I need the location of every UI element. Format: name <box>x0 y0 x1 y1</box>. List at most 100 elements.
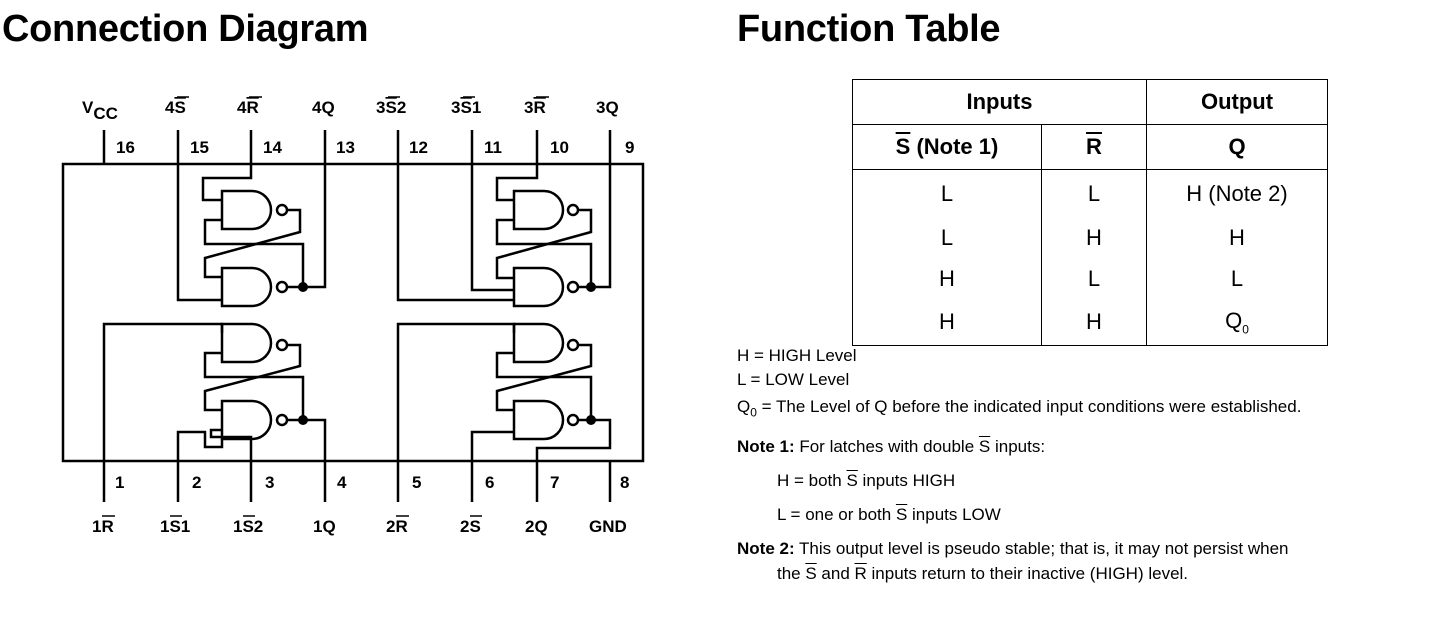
note1-h-a: H = both <box>777 471 847 491</box>
pin-num-1: 1 <box>115 473 124 492</box>
latch2-upper-gate <box>512 322 565 364</box>
pin-num-14: 14 <box>263 138 282 157</box>
connection-diagram-title: Connection Diagram <box>2 8 369 50</box>
table-row: H H Q0 <box>852 299 1328 346</box>
group-header-row: Inputs Output <box>852 79 1328 125</box>
cell-q: H (Note 2) <box>1146 169 1328 218</box>
pin-num-6: 6 <box>485 473 494 492</box>
legend-q0-text: = The Level of Q before the indicated in… <box>756 397 1302 416</box>
legend-q0: Q0 = The Level of Q before the indicated… <box>737 394 1301 425</box>
legend-low: L = LOW Level <box>737 370 850 389</box>
latch-3 <box>396 164 612 308</box>
pin-1-name: 1R <box>92 517 114 536</box>
pin-15-name: 4S <box>165 98 186 117</box>
legend-high: H = HIGH Level <box>737 346 857 365</box>
cell-q: H <box>1146 217 1328 259</box>
latch2-output-node <box>586 415 596 425</box>
latch4-upper-gate <box>220 189 273 231</box>
latch3-lower-bubble <box>566 280 580 294</box>
pin-6-name: 2S <box>460 517 481 536</box>
inputs-header: Inputs <box>852 79 1147 125</box>
note2-b: inputs return to their inactive (HIGH) l… <box>866 564 1189 584</box>
latch4-upper-bubble <box>275 203 289 217</box>
pin-num-7: 7 <box>550 473 559 492</box>
pin-12-name: 3S2 <box>376 98 406 117</box>
note1-h-s: S <box>846 471 858 491</box>
bottom-pin-names: 1R 1S1 1S2 1Q 2R 2S 2Q GND <box>92 517 627 536</box>
pin-11-name: 3S1 <box>451 98 481 117</box>
pin-13-name: 4Q <box>312 98 335 117</box>
latch-1 <box>102 322 327 461</box>
note2-r: R <box>854 564 867 584</box>
note1-text-a: For latches with double <box>794 437 979 457</box>
pin-14-name: 4R <box>237 98 259 117</box>
latch2-upper-bubble <box>566 338 580 352</box>
note-2: Note 2: This output level is pseudo stab… <box>737 536 1301 561</box>
pin-num-10: 10 <box>550 138 569 157</box>
cell-s: L <box>852 169 1042 218</box>
cell-r: L <box>1041 258 1147 300</box>
latch4-lower-gate <box>220 266 273 308</box>
cell-q: Q0 <box>1146 299 1328 346</box>
note2-and: and <box>816 564 855 584</box>
latch1-upper-bubble <box>275 338 289 352</box>
bottom-pin-numbers: 1 2 3 4 5 6 7 8 <box>115 473 629 492</box>
pin-8-name: GND <box>589 517 627 536</box>
pin-num-15: 15 <box>190 138 209 157</box>
note2-text: This output level is pseudo stable; that… <box>794 539 1289 559</box>
table-row: L H H <box>852 217 1328 259</box>
note-2-line-2: the S and R inputs return to their inact… <box>737 561 1301 586</box>
note-1-low: L = one or both S inputs LOW <box>737 502 1301 527</box>
latch3-lower-gate <box>512 266 565 308</box>
cell-s: H <box>852 258 1042 300</box>
latch3-upper-gate <box>512 189 565 231</box>
table-row: H L L <box>852 258 1328 300</box>
pin-num-3: 3 <box>265 473 274 492</box>
output-header: Output <box>1146 79 1328 125</box>
pin-16-name: VCC <box>82 98 118 123</box>
top-pin-numbers: 16 15 14 13 12 11 10 9 <box>116 138 634 157</box>
note2-s: S <box>805 564 817 584</box>
r-header-symbol: R <box>1086 134 1102 159</box>
cell-r: H <box>1041 299 1147 346</box>
latch1-lower-bubble <box>275 413 289 427</box>
latch1-lower-gate <box>220 399 273 441</box>
note1-s: S <box>978 437 991 457</box>
top-pin-names: VCC 4S 4R 4Q 3S2 3S1 3R 3Q <box>82 98 619 123</box>
legend-q0-subscript: 0 <box>750 405 757 420</box>
pin-num-4: 4 <box>337 473 347 492</box>
q0-symbol: Q <box>1225 308 1243 334</box>
latch1-output-node <box>298 415 308 425</box>
note1-l-s: S <box>895 505 908 525</box>
q-column-header: Q <box>1146 124 1328 170</box>
latch4-output-node <box>298 282 308 292</box>
cell-s: L <box>852 217 1042 259</box>
pin-3-name: 1S2 <box>233 517 263 536</box>
note1-h-b: inputs HIGH <box>857 471 956 491</box>
column-header-row: S (Note 1) R Q <box>852 124 1328 170</box>
pin-num-9: 9 <box>625 138 634 157</box>
note1-label: Note 1: <box>737 437 795 457</box>
pin-num-12: 12 <box>409 138 428 157</box>
diagram-wires <box>61 130 645 502</box>
latch2-lower-bubble <box>566 413 580 427</box>
cell-r: L <box>1041 169 1147 218</box>
latch4-lower-bubble <box>275 280 289 294</box>
s-column-header: S (Note 1) <box>852 124 1042 170</box>
pin-num-2: 2 <box>192 473 201 492</box>
pin-num-11: 11 <box>484 138 502 157</box>
pin-4-name: 1Q <box>313 517 336 536</box>
connection-diagram: VCC 4S 4R 4Q 3S2 3S1 3R 3Q 16 15 14 13 1… <box>61 96 645 536</box>
pin-num-5: 5 <box>412 473 421 492</box>
legend-q0-symbol: Q <box>737 397 751 416</box>
s-header-symbol: S <box>895 134 911 159</box>
latch1-upper-gate <box>220 322 273 364</box>
note2-a: the <box>777 564 806 584</box>
q0-subscript: 0 <box>1242 322 1249 337</box>
note-1-high: H = both S inputs HIGH <box>737 468 1301 493</box>
pin-num-8: 8 <box>620 473 629 492</box>
latch3-upper-bubble <box>566 203 580 217</box>
pin-7-name: 2Q <box>525 517 548 536</box>
pin-2-name: 1S1 <box>160 517 190 536</box>
function-table: Inputs Output S (Note 1) R Q L L H (Note… <box>852 79 1328 346</box>
